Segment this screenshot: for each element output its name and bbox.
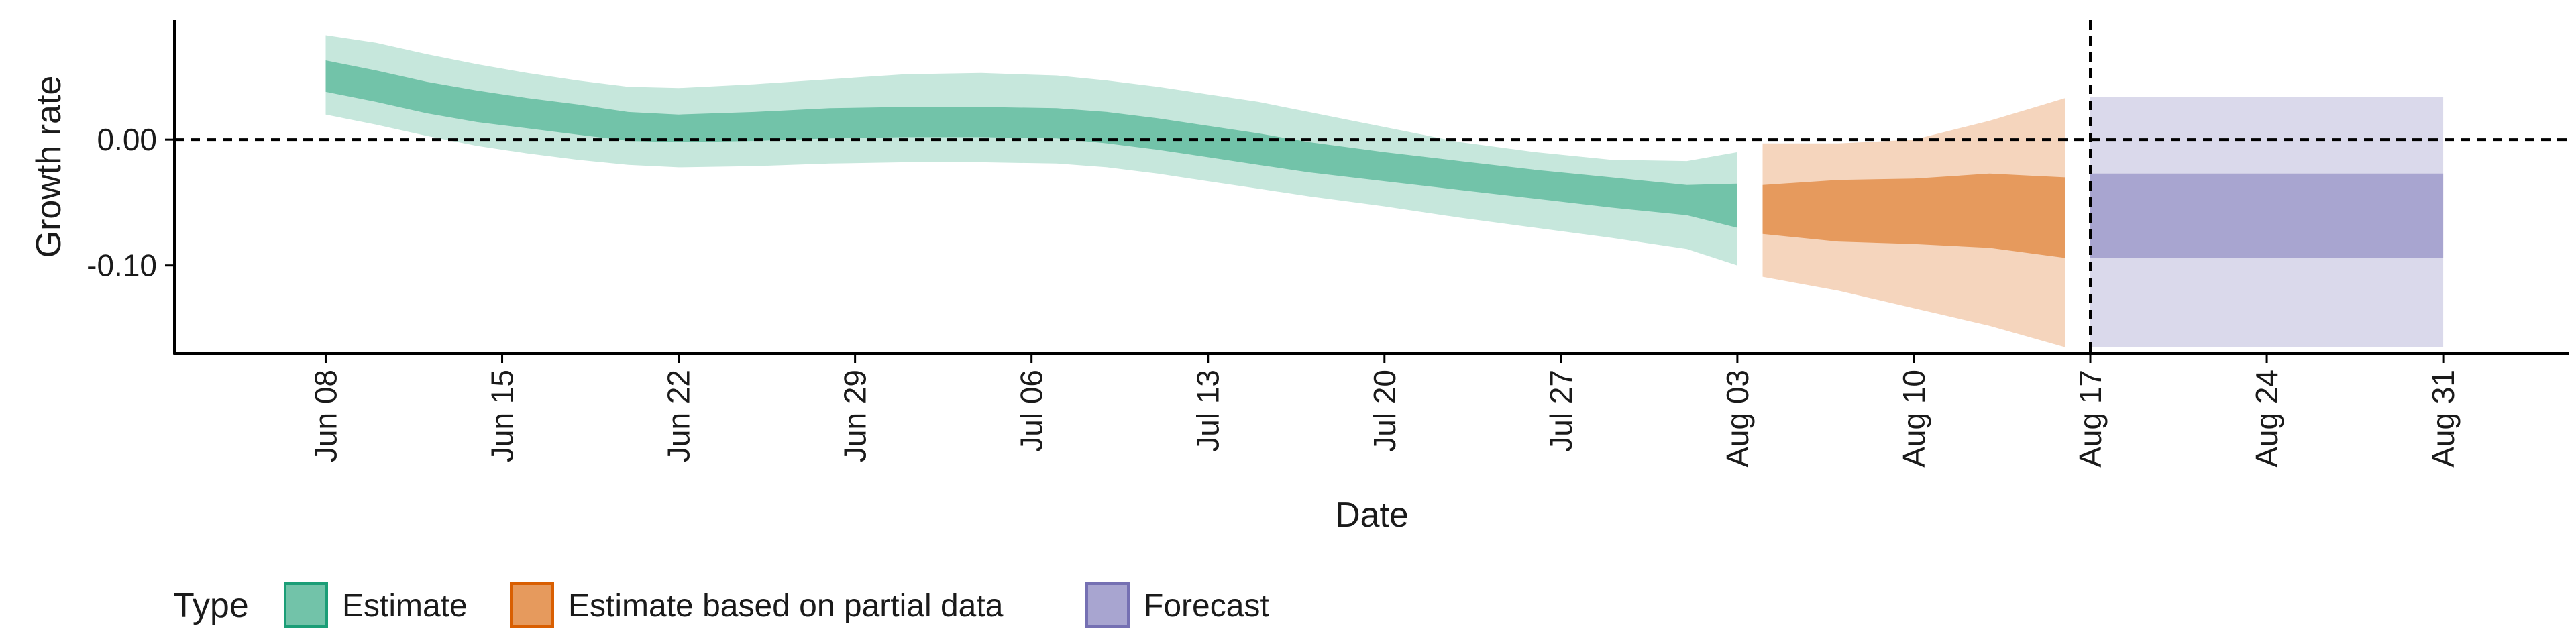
x-tick-label: Jun 15 (485, 370, 520, 462)
tick-labels-layer: 0.00 -0.10 Jun 08 Jun 15 Jun 22 Jun 29 Jul 06 J… (87, 122, 2461, 468)
x-tick-label: Aug 17 (2073, 370, 2108, 468)
y-axis-title: Growth rate (30, 76, 68, 258)
axes-layer (165, 20, 2569, 363)
y-tick-label: 0.00 (97, 122, 157, 157)
legend-key-estimate (284, 582, 328, 628)
x-tick-label: Aug 03 (1720, 370, 1755, 468)
x-tick-label: Jun 29 (838, 370, 873, 462)
legend-label-estimate: Estimate (342, 588, 468, 624)
legend-title: Type (173, 586, 249, 625)
x-tick-label: Jul 27 (1544, 370, 1578, 452)
legend-key-forecast (1085, 582, 1130, 628)
x-tick-label: Aug 24 (2249, 370, 2284, 468)
x-tick-label: Jun 22 (661, 370, 696, 462)
x-tick-label: Aug 10 (1896, 370, 1931, 468)
x-tick-label: Jul 20 (1367, 370, 1402, 452)
x-axis-title: Date (1335, 496, 1409, 535)
x-tick-label: Aug 31 (2426, 370, 2461, 468)
legend-label-forecast: Forecast (1144, 588, 1269, 624)
legend-label-estimate-based-on-partial-data: Estimate based on partial data (568, 588, 1004, 624)
ribbons-layer (325, 35, 2444, 347)
x-tick-label: Jun 08 (308, 370, 343, 462)
x-tick-label: Jul 06 (1014, 370, 1049, 452)
y-tick-label: -0.10 (87, 248, 157, 283)
legend-key-estimate-based-on-partial-data (510, 582, 554, 628)
reference-lines-layer (174, 20, 2569, 354)
legend: Type Estimate Estimate based on partial d… (173, 582, 1269, 628)
forecast-inner-band (2090, 173, 2444, 258)
estimate-based-on-partial-data-inner-band (1762, 173, 2065, 258)
x-tick-label: Jul 13 (1191, 370, 1226, 452)
estimate-outer-band (325, 35, 1737, 266)
